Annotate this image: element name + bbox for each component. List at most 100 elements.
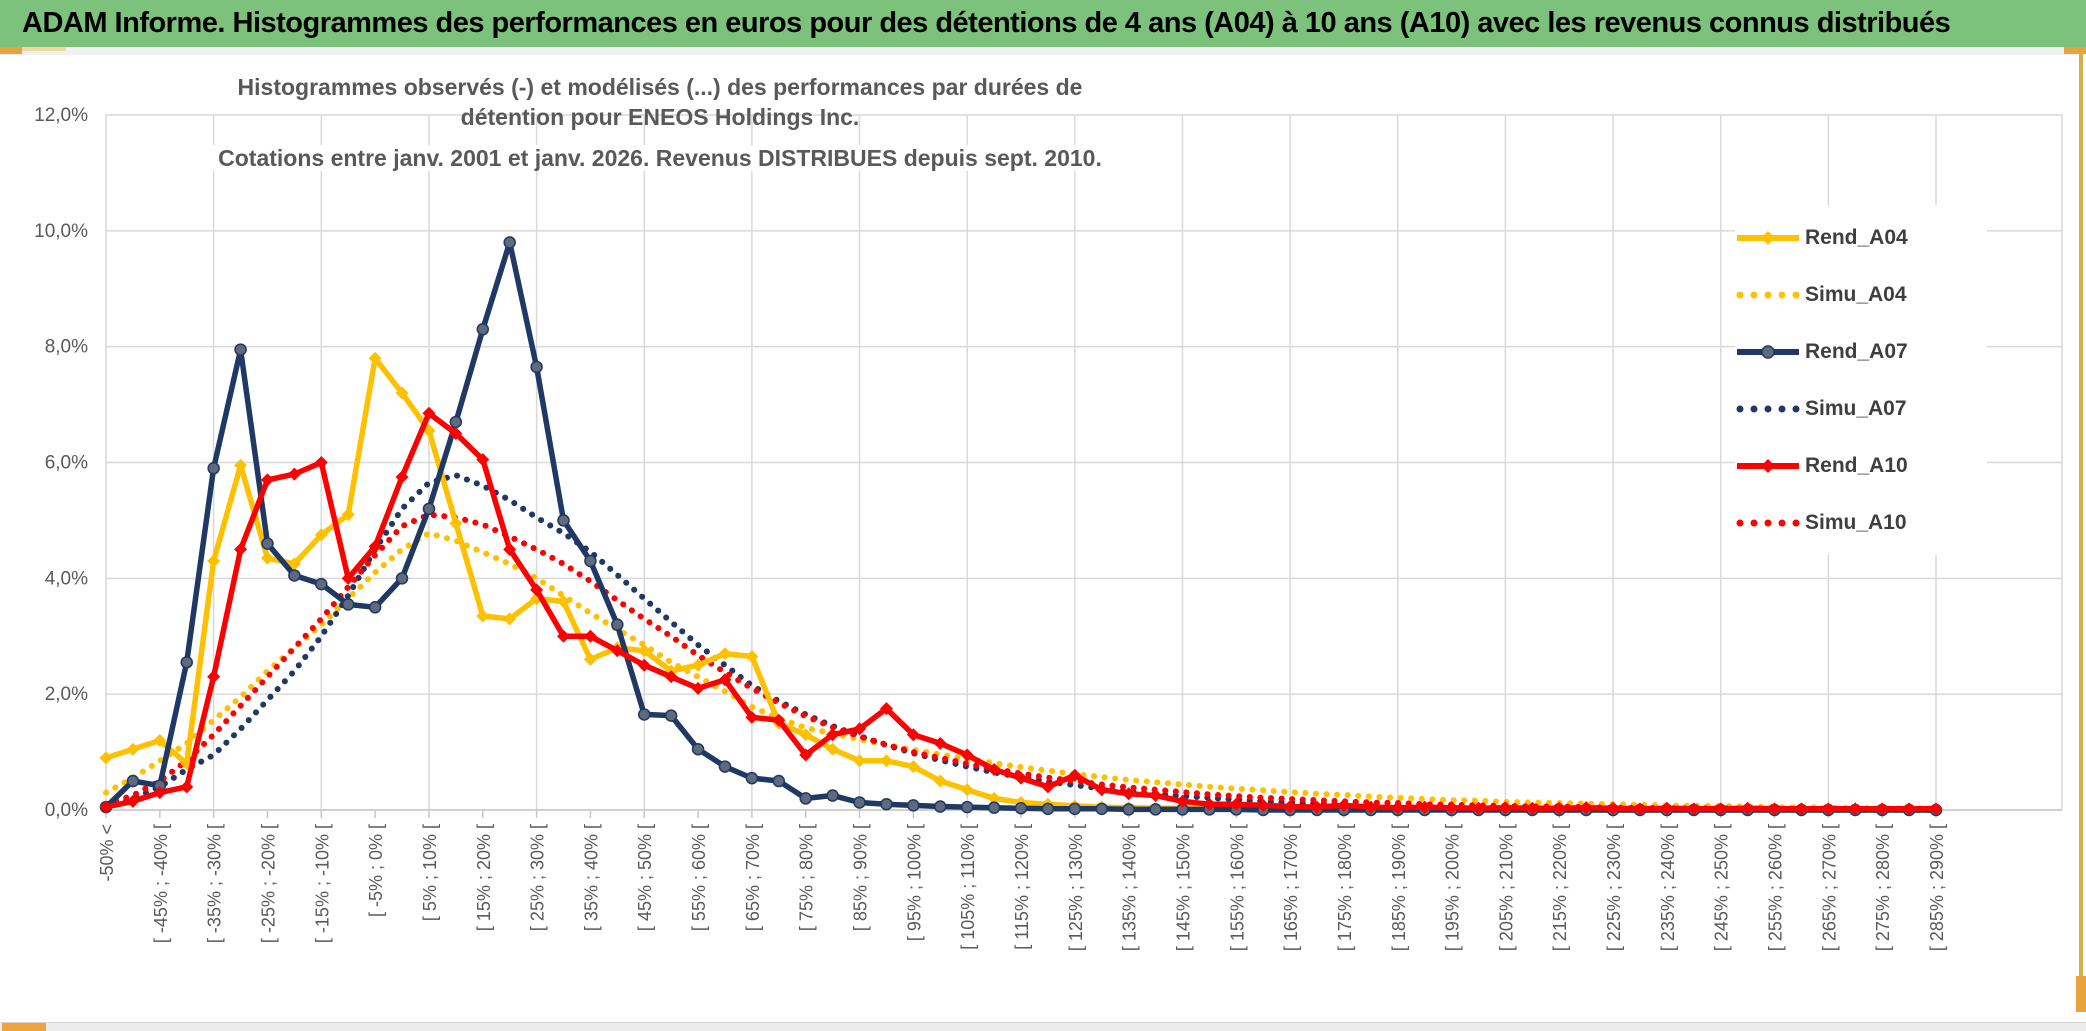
marker-Rend_A04 (314, 528, 328, 542)
marker-Rend_A07 (341, 598, 355, 611)
marker-Rend_A04 (153, 734, 167, 747)
marker-Rend_A10 (341, 571, 355, 585)
marker-Rend_A04 (799, 728, 813, 742)
marker-Rend_A10 (1552, 801, 1566, 815)
series-Rend_A10 (105, 410, 1936, 812)
marker-Rend_A10 (422, 406, 436, 420)
legend-item-Rend_A07: Rend_A07 (1735, 323, 1987, 380)
marker-Rend_A04 (906, 760, 920, 774)
marker-Rend_A10 (1902, 802, 1916, 816)
marker-Rend_A10 (260, 473, 274, 487)
marker-Rend_A07 (1041, 802, 1055, 816)
x-axis-label: [ 255% ; 260% [ (1766, 824, 1786, 951)
marker-Rend_A04 (368, 351, 382, 365)
gold-corner-bottom-right (2076, 976, 2086, 1012)
legend-item-Rend_A10: Rend_A10 (1735, 437, 1987, 494)
marker-Rend_A10 (503, 542, 517, 556)
marker-Rend_A10 (960, 748, 974, 762)
marker-Rend_A04 (503, 612, 517, 626)
marker-Rend_A04 (691, 658, 705, 672)
x-axis-label: [ 55% ; 60% [ (689, 824, 709, 931)
marker-Rend_A07 (718, 760, 732, 773)
series-Simu_A04 (103, 530, 1939, 812)
x-axis-label: [ 65% ; 70% [ (743, 824, 763, 931)
legend-label: Rend_A07 (1805, 339, 1908, 363)
legend-label: Simu_A07 (1805, 396, 1907, 420)
marker-Rend_A10 (1445, 801, 1459, 815)
marker-Rend_A07 (745, 771, 759, 785)
marker-Rend_A10 (1660, 801, 1674, 815)
x-axis-label: [ 175% ; 180% [ (1335, 824, 1355, 951)
marker-Rend_A10 (1472, 801, 1485, 815)
marker-Rend_A10 (906, 728, 920, 742)
marker-Rend_A10 (1337, 798, 1351, 812)
marker-Rend_A07 (368, 601, 382, 614)
y-axis-label: 10,0% (34, 221, 88, 242)
scrollbar-thumb[interactable] (2, 1023, 46, 1031)
marker-Rend_A10 (287, 467, 301, 481)
marker-Rend_A07 (557, 514, 570, 527)
chart-title-line2: Cotations entre janv. 2001 et janv. 2026… (200, 143, 1120, 173)
header-divider (0, 47, 2086, 55)
marker-Rend_A10 (1633, 802, 1647, 816)
marker-Rend_A10 (1364, 800, 1378, 814)
x-axis-label: [ 285% ; 290% [ (1927, 824, 1947, 951)
x-axis-label: -50% < (97, 824, 117, 882)
marker-Rend_A10 (1848, 802, 1862, 816)
marker-Rend_A07 (207, 462, 220, 475)
marker-Rend_A10 (1202, 797, 1216, 811)
marker-Rend_A04 (583, 652, 597, 666)
marker-Rend_A04 (260, 551, 274, 565)
series-Rend_A04 (105, 355, 1936, 813)
legend-line-Rend_A10 (1737, 458, 1799, 473)
marker-Rend_A10 (1418, 800, 1432, 814)
marker-Rend_A10 (449, 427, 463, 441)
x-axis-label: [ 275% ; 280% [ (1873, 824, 1893, 951)
marker-Rend_A07 (907, 799, 920, 812)
marker-Rend_A10 (1606, 801, 1620, 815)
marker-Rend_A07 (637, 708, 651, 721)
y-axis-label: 12,0% (34, 105, 88, 126)
marker-Rend_A07 (503, 236, 516, 249)
x-axis-label: [ -25% ; -20% [ (258, 824, 278, 943)
gold-corner-top-right (2064, 47, 2086, 54)
marker-Rend_A04 (853, 754, 867, 768)
marker-Rend_A07 (1149, 803, 1162, 816)
marker-Rend_A04 (395, 386, 409, 400)
y-axis-label: 0,0% (45, 800, 88, 821)
x-axis-label: [ 215% ; 220% [ (1550, 824, 1570, 951)
marker-Rend_A07 (772, 774, 786, 788)
x-axis-label: [ -5% ; 0% [ (366, 824, 386, 917)
marker-Rend_A10 (1929, 802, 1943, 816)
marker-Rend_A10 (1014, 771, 1028, 785)
x-axis-label: [ 245% ; 250% [ (1712, 824, 1732, 951)
marker-Rend_A10 (718, 673, 732, 687)
marker-Rend_A10 (395, 470, 409, 484)
gold-corner-top-left (0, 47, 22, 54)
marker-Rend_A07 (180, 656, 193, 669)
marker-Rend_A10 (1256, 798, 1270, 812)
y-axis-label: 6,0% (45, 453, 88, 474)
marker-Rend_A04 (826, 742, 840, 756)
x-axis-label: [ 85% ; 90% [ (851, 824, 871, 931)
marker-Rend_A10 (557, 629, 570, 643)
marker-Rend_A07 (422, 502, 436, 516)
marker-Rend_A07 (826, 789, 839, 802)
x-axis-label: [ 115% ; 120% [ (1012, 824, 1032, 950)
marker-Rend_A07 (261, 537, 274, 550)
marker-Rend_A10 (1525, 801, 1539, 815)
marker-Rend_A10 (1714, 802, 1728, 816)
marker-Rend_A10 (476, 453, 490, 467)
marker-Rend_A10 (1068, 768, 1082, 782)
marker-Rend_A10 (1821, 802, 1835, 816)
chart-area: 0,0% 2,0% 4,0% 6,0% 8,0% 10,0% 12,0% -50% < [ -4… (0, 55, 2086, 1015)
legend-item-Simu_A04: Simu_A04 (1735, 266, 1987, 323)
marker-Rend_A07 (880, 797, 893, 811)
marker-Rend_A04 (287, 557, 301, 571)
horizontal-scrollbar[interactable] (0, 1022, 2086, 1031)
chart-title-line1: Histogrammes observés (-) et modélisés (… (237, 74, 1083, 130)
window-title: ADAM Informe. Histogrammes des performan… (22, 7, 1951, 39)
legend-line-Simu_A10 (1736, 519, 1800, 526)
marker-Rend_A10 (691, 681, 705, 695)
